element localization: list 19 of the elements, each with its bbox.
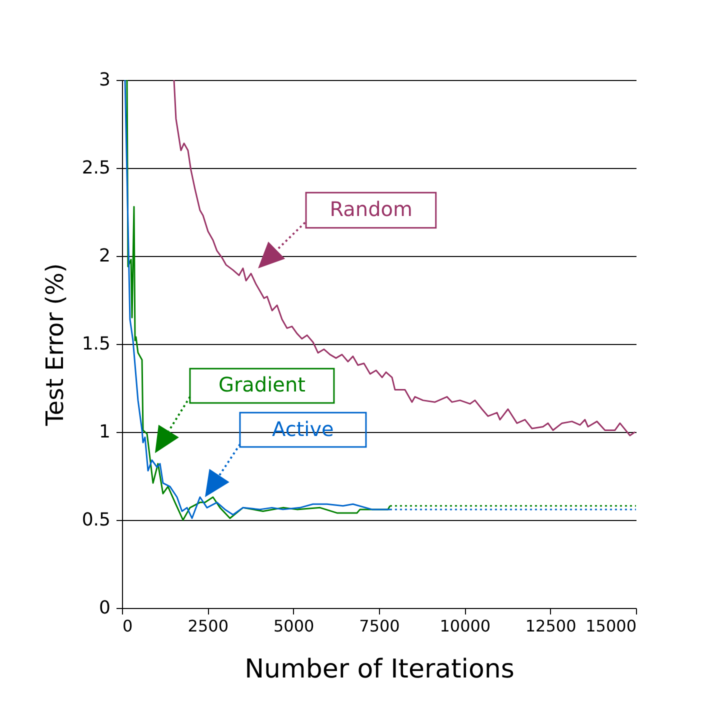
y-tick-label: 1.5 (82, 334, 110, 354)
line-series (173, 80, 636, 436)
y-tick-label: 3 (99, 70, 110, 90)
y-tick-label: 0 (99, 598, 110, 618)
y-tick-label: 0.5 (82, 510, 110, 530)
y-tick-label: 2 (99, 246, 110, 266)
x-tick-label: 7500 (359, 616, 400, 636)
x-tick-label: 12500 (525, 616, 576, 636)
text: Random (330, 197, 413, 222)
y-axis-title: Test Error (%) (40, 263, 69, 427)
x-tick-label: 2500 (188, 616, 229, 636)
y-tick-label: 1 (99, 422, 110, 442)
x-tick-label: 15000 (586, 616, 636, 636)
y-tick-label: 2.5 (82, 158, 110, 178)
x-tick-label: 10000 (440, 616, 491, 636)
x-tick-label: 5000 (273, 616, 314, 636)
x-tick-label: 0 (122, 616, 133, 636)
text: Gradient (218, 372, 306, 396)
x-axis-title: Number of Iterations (244, 654, 514, 684)
